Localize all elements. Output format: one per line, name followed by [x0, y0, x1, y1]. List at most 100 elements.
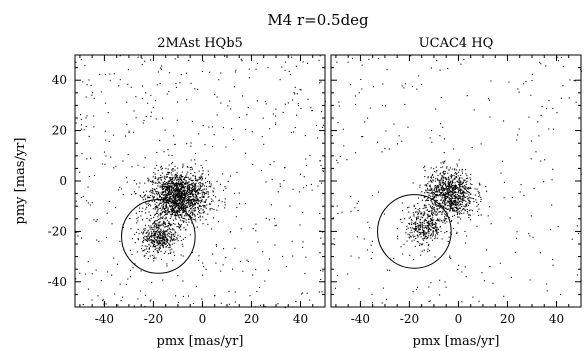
scatter-point [193, 189, 195, 191]
scatter-point [149, 196, 151, 198]
scatter-point [386, 69, 388, 71]
scatter-point [292, 99, 294, 101]
scatter-point [441, 205, 443, 207]
scatter-point [411, 86, 413, 88]
scatter-point [415, 223, 417, 225]
scatter-point [181, 178, 183, 180]
scatter-point [424, 207, 426, 209]
scatter-point [189, 167, 191, 169]
scatter-point [181, 193, 183, 195]
scatter-point [201, 298, 203, 300]
scatter-point [437, 190, 439, 192]
scatter-point [180, 174, 182, 176]
scatter-point [409, 254, 411, 256]
scatter-point [429, 184, 431, 186]
scatter-point [427, 251, 429, 253]
scatter-point [459, 181, 461, 183]
scatter-point [193, 203, 195, 205]
scatter-point [177, 101, 179, 103]
scatter-point [179, 193, 181, 195]
scatter-point [433, 171, 435, 173]
scatter-point [245, 128, 247, 130]
scatter-point [158, 204, 160, 206]
scatter-point [180, 187, 182, 189]
scatter-point [141, 97, 143, 99]
scatter-point [411, 220, 413, 222]
scatter-point [487, 98, 489, 100]
scatter-point [175, 82, 177, 84]
scatter-point [530, 158, 532, 160]
scatter-point [153, 231, 155, 233]
scatter-point [169, 246, 171, 248]
scatter-point [160, 179, 162, 181]
scatter-point [460, 181, 462, 183]
scatter-point [191, 199, 193, 201]
scatter-point [184, 177, 186, 179]
scatter-point [450, 194, 452, 196]
scatter-point [455, 200, 457, 202]
scatter-point [177, 208, 179, 210]
scatter-point [304, 135, 306, 137]
scatter-point [431, 190, 433, 192]
scatter-point [370, 244, 372, 246]
scatter-point [464, 206, 466, 208]
scatter-point [457, 212, 459, 214]
scatter-point [80, 128, 82, 130]
scatter-point [190, 159, 192, 161]
scatter-point [530, 215, 532, 217]
scatter-point [466, 203, 468, 205]
scatter-point [449, 192, 451, 194]
scatter-point [172, 211, 174, 213]
scatter-point [151, 200, 153, 202]
scatter-point [122, 160, 124, 162]
scatter-point [156, 84, 158, 86]
y-tick-label: -40 [48, 275, 67, 289]
scatter-point [155, 193, 157, 195]
scatter-point [337, 212, 339, 214]
scatter-point [114, 293, 116, 295]
scatter-point [470, 209, 472, 211]
scatter-point [105, 155, 107, 157]
scatter-point [202, 216, 204, 218]
scatter-point [158, 235, 160, 237]
scatter-point [437, 178, 439, 180]
scatter-point [174, 189, 176, 191]
scatter-point [456, 231, 458, 233]
scatter-point [456, 194, 458, 196]
scatter-point [181, 213, 183, 215]
scatter-point [161, 239, 163, 241]
scatter-point [196, 179, 198, 181]
scatter-point [153, 257, 155, 259]
scatter-point [161, 65, 163, 67]
scatter-point [337, 162, 339, 164]
scatter-point [162, 208, 164, 210]
scatter-point [166, 206, 168, 208]
scatter-point [459, 190, 461, 192]
scatter-point [177, 194, 179, 196]
scatter-point [462, 197, 464, 199]
scatter-point [357, 200, 359, 202]
scatter-point [419, 219, 421, 221]
scatter-point [451, 181, 453, 183]
scatter-point [454, 169, 456, 171]
scatter-point [171, 213, 173, 215]
scatter-point [426, 199, 428, 201]
scatter-point [126, 124, 128, 126]
scatter-point [397, 238, 399, 240]
scatter-point [158, 181, 160, 183]
scatter-point [434, 238, 436, 240]
scatter-point [486, 190, 488, 192]
scatter-point [168, 198, 170, 200]
scatter-point [465, 242, 467, 244]
scatter-point [165, 176, 167, 178]
scatter-point [470, 197, 472, 199]
scatter-point [163, 175, 165, 177]
scatter-point [418, 75, 420, 77]
scatter-point [184, 218, 186, 220]
scatter-point [104, 130, 106, 132]
scatter-point [415, 211, 417, 213]
scatter-point [204, 201, 206, 203]
scatter-point [196, 196, 198, 198]
scatter-point [172, 260, 174, 262]
